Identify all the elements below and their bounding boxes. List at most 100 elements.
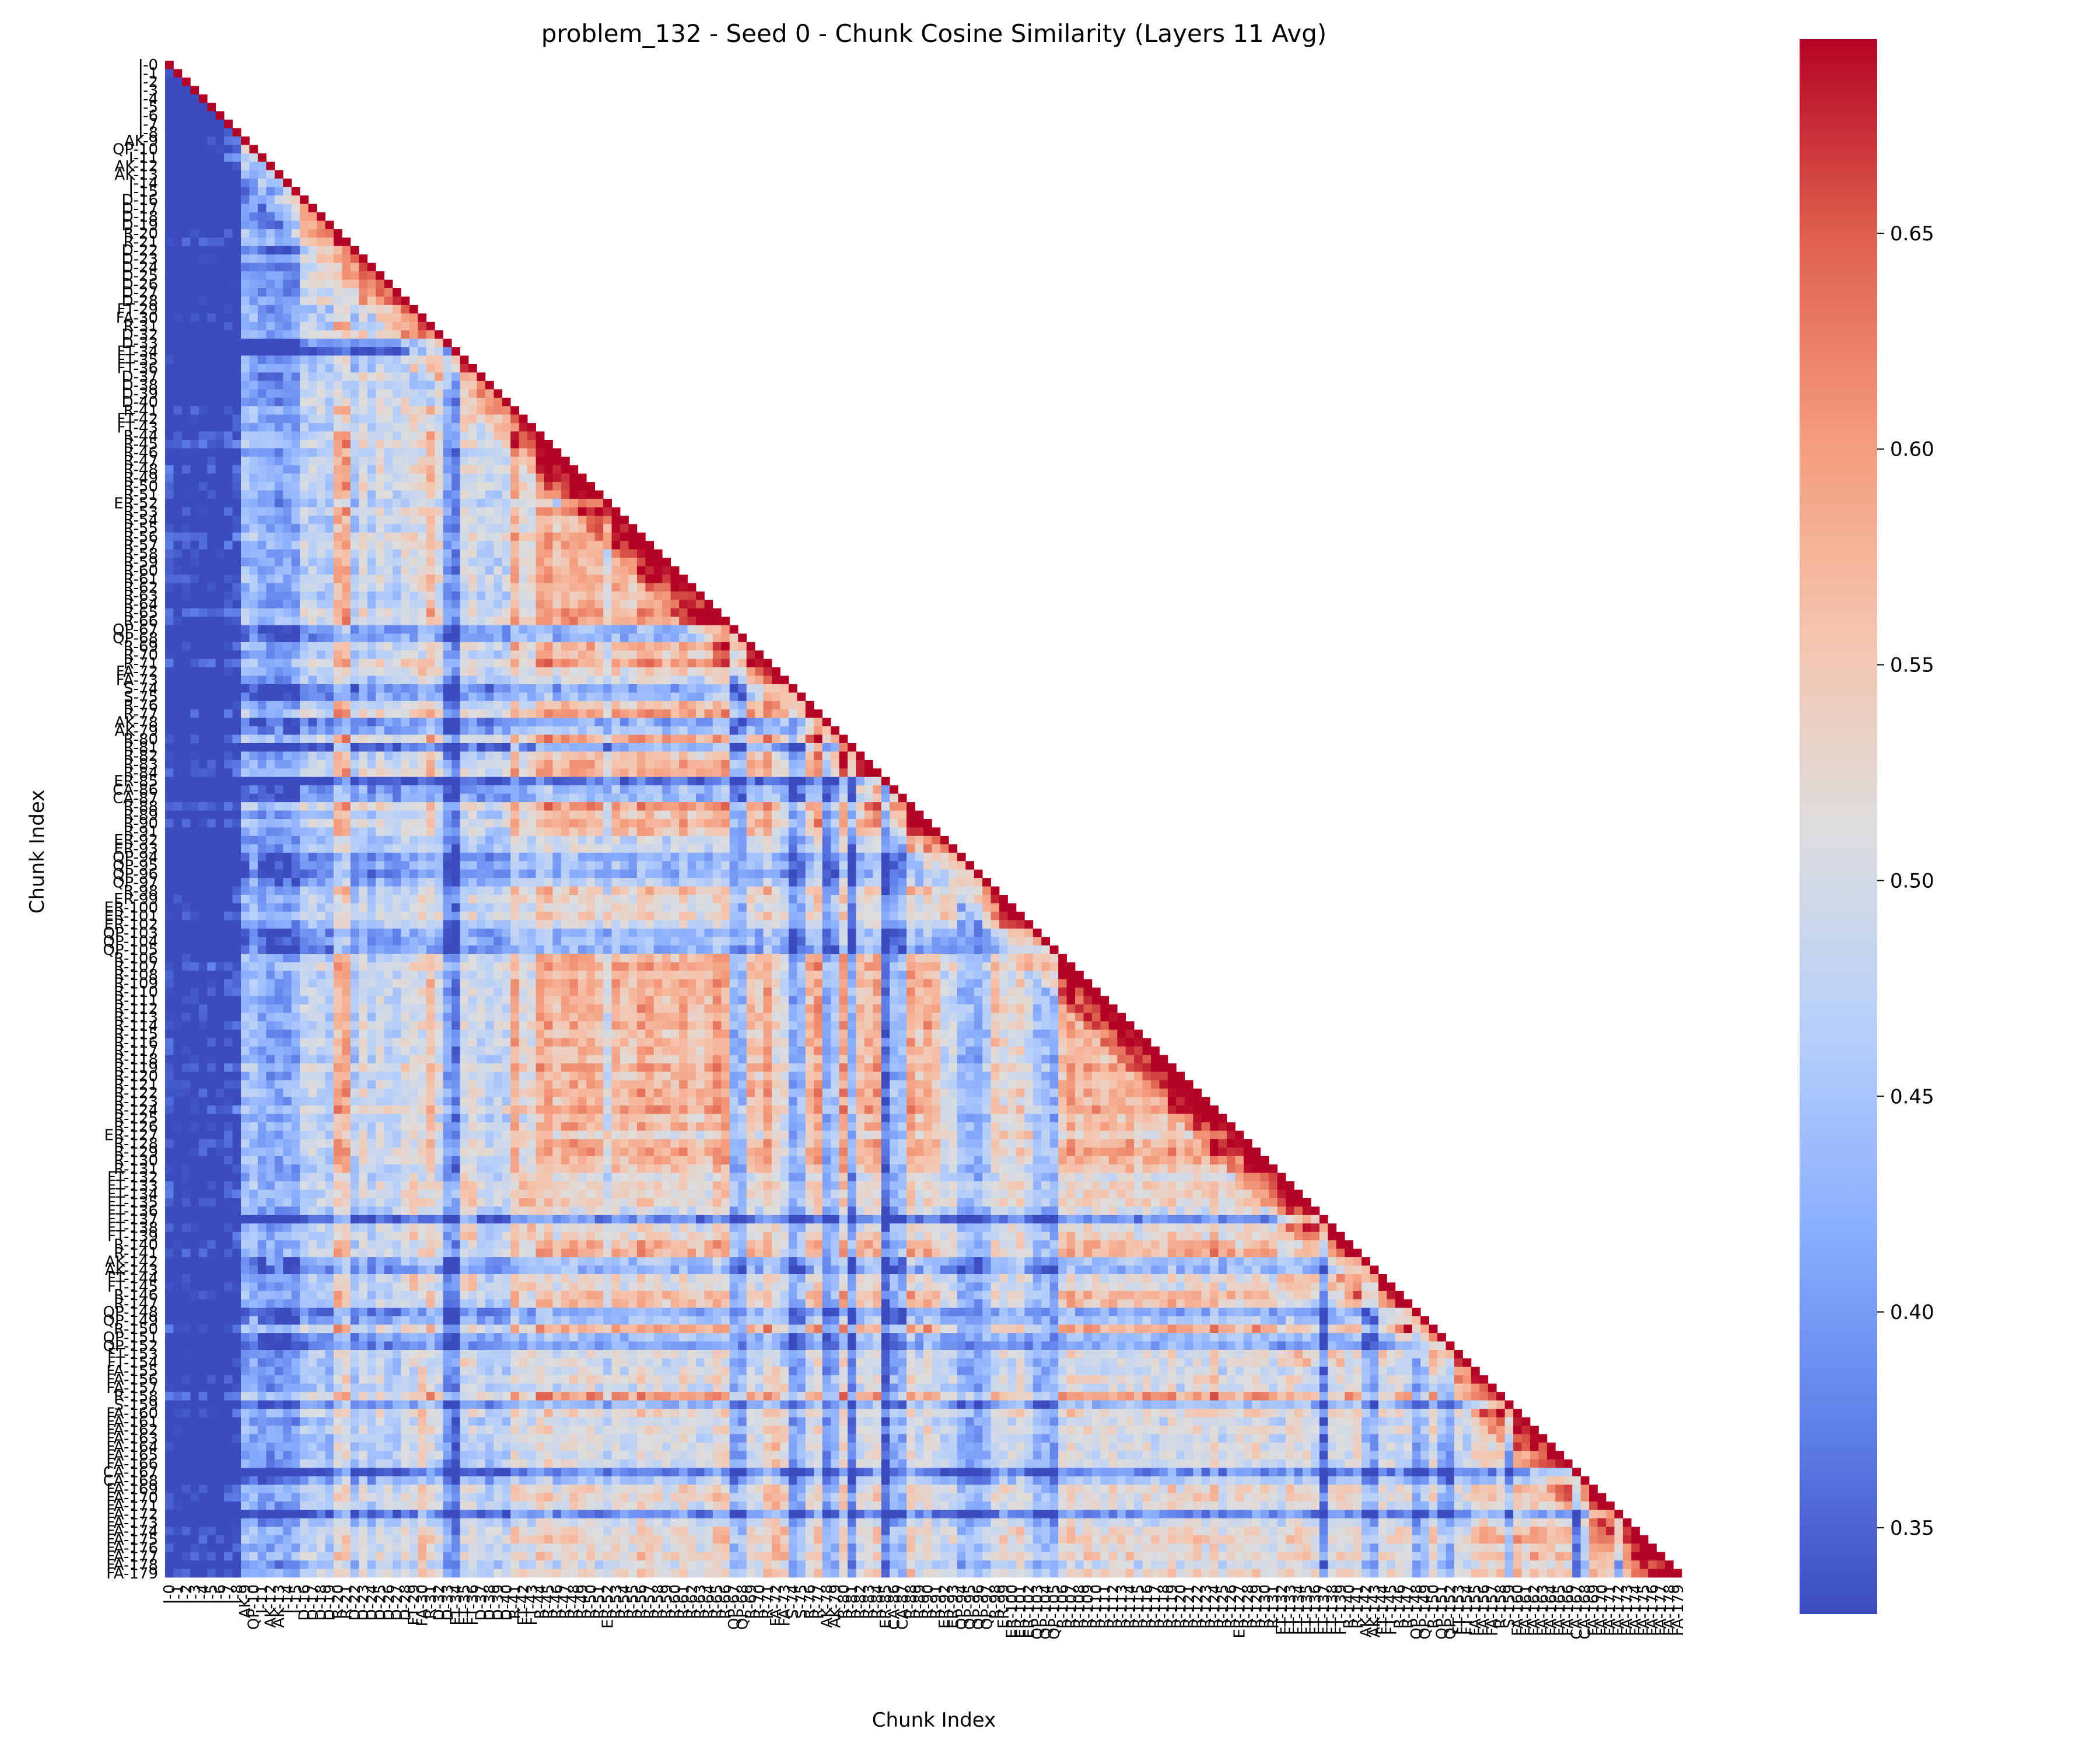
heatmap-cell: [266, 372, 275, 382]
heatmap-cell: [510, 810, 520, 820]
heatmap-cell: [611, 532, 621, 541]
heatmap-cell: [393, 541, 401, 550]
heatmap-cell: [519, 532, 528, 541]
heatmap-cell: [249, 448, 258, 457]
heatmap-cell: [435, 355, 444, 365]
heatmap-cell: [274, 802, 284, 811]
heatmap-cell: [308, 204, 317, 213]
heatmap-cell: [342, 524, 351, 533]
heatmap-cell: [426, 827, 435, 836]
heatmap-cell: [333, 229, 342, 238]
heatmap-cell: [460, 423, 469, 432]
heatmap-cell: [628, 743, 638, 752]
heatmap-cell: [435, 423, 444, 432]
heatmap-cell: [704, 684, 713, 693]
heatmap-cell: [376, 499, 384, 508]
heatmap-cell: [670, 819, 680, 828]
heatmap-cell: [746, 726, 755, 735]
heatmap-cell: [611, 558, 621, 567]
heatmap-cell: [460, 886, 469, 895]
heatmap-cell: [266, 776, 275, 786]
heatmap-cell: [670, 743, 680, 752]
heatmap-cell: [249, 718, 258, 727]
heatmap-cell: [536, 827, 545, 836]
heatmap-cell: [173, 162, 183, 171]
heatmap-cell: [611, 886, 621, 895]
heatmap-cell: [241, 389, 250, 398]
heatmap-cell: [274, 482, 284, 491]
heatmap-cell: [181, 768, 191, 778]
heatmap-cell: [881, 802, 890, 811]
heatmap-cell: [890, 827, 899, 836]
heatmap-cell: [435, 835, 444, 845]
heatmap-cell: [552, 549, 562, 558]
heatmap-cell: [569, 642, 579, 651]
heatmap-cell: [594, 634, 604, 643]
heatmap-cell: [510, 456, 520, 466]
heatmap-cell: [257, 296, 267, 306]
heatmap-cell: [544, 726, 553, 735]
heatmap-cell: [190, 304, 200, 314]
heatmap-cell: [418, 625, 427, 634]
heatmap-cell: [561, 575, 570, 583]
heatmap-cell: [198, 592, 208, 600]
heatmap-cell: [266, 313, 275, 323]
heatmap-cell: [704, 608, 713, 617]
heatmap-cell: [586, 558, 596, 567]
heatmap-cell: [333, 650, 342, 659]
heatmap-cell: [477, 878, 486, 887]
heatmap-cell: [165, 861, 174, 870]
heatmap-cell: [409, 617, 418, 626]
heatmap-cell: [636, 701, 646, 710]
heatmap-cell: [721, 692, 730, 702]
heatmap-cell: [283, 676, 292, 685]
heatmap-cell: [317, 701, 326, 710]
heatmap-cell: [401, 372, 410, 382]
heatmap-cell: [224, 499, 233, 508]
heatmap-cell: [190, 170, 200, 179]
heatmap-cell: [376, 321, 384, 331]
heatmap-cell: [704, 785, 713, 794]
heatmap-cell: [232, 852, 242, 862]
heatmap-cell: [485, 709, 494, 719]
heatmap-cell: [376, 397, 384, 407]
heatmap-cell: [452, 743, 460, 752]
heatmap-cell: [494, 440, 503, 449]
heatmap-cell: [241, 490, 250, 499]
heatmap-cell: [797, 776, 806, 786]
heatmap-cell: [359, 296, 368, 306]
heatmap-cell: [738, 634, 747, 643]
heatmap-cell: [831, 861, 839, 870]
heatmap-cell: [215, 448, 225, 457]
heatmap-cell: [165, 170, 174, 179]
heatmap-cell: [510, 751, 520, 761]
heatmap-cell: [561, 499, 570, 508]
heatmap-cell: [342, 751, 351, 761]
heatmap-cell: [207, 153, 216, 162]
heatmap-cell: [721, 819, 730, 828]
heatmap-cell: [881, 852, 890, 862]
heatmap-cell: [283, 659, 292, 668]
heatmap-cell: [232, 793, 242, 803]
heatmap-cell: [544, 549, 553, 558]
heatmap-cell: [907, 827, 915, 836]
heatmap-cell: [342, 262, 351, 272]
heatmap-cell: [569, 734, 579, 744]
heatmap-cell: [452, 734, 460, 744]
heatmap-cell: [325, 558, 334, 567]
heatmap-cell: [283, 507, 292, 516]
heatmap-cell: [586, 600, 596, 609]
heatmap-cell: [443, 625, 452, 634]
heatmap-cell: [729, 650, 738, 659]
heatmap-cell: [898, 819, 907, 828]
heatmap-cell: [898, 827, 907, 836]
heatmap-cell: [435, 473, 444, 482]
heatmap-cell: [477, 490, 486, 499]
heatmap-cell: [241, 701, 250, 710]
heatmap-cell: [401, 726, 410, 735]
heatmap-cell: [561, 473, 570, 482]
heatmap-cell: [822, 878, 831, 887]
heatmap-cell: [232, 313, 242, 323]
heatmap-cell: [224, 852, 233, 862]
heatmap-cell: [477, 861, 486, 870]
